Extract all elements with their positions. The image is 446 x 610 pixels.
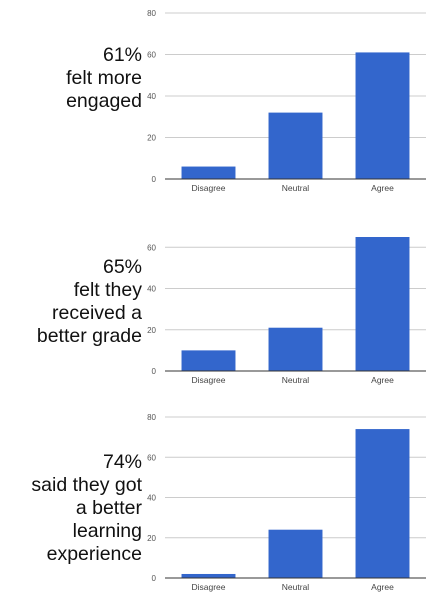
x-category-label: Disagree [191, 582, 225, 592]
bar-neutral [268, 327, 323, 371]
headline-text: 61% felt more engaged [0, 44, 142, 113]
y-tick-label: 20 [147, 534, 156, 543]
x-category-label: Disagree [191, 375, 225, 385]
headline-line: better grade [36, 325, 142, 347]
headline-line: felt they [73, 279, 142, 301]
y-tick-label: 40 [147, 285, 156, 294]
y-tick-label: 40 [147, 92, 156, 101]
x-category-label: Neutral [282, 375, 310, 385]
y-tick-label: 0 [152, 574, 157, 583]
chart-panel-engaged: 61% felt more engaged 0 20 40 60 80 Disagree N… [0, 0, 446, 200]
headline-line: a better [75, 497, 142, 519]
y-tick-label: 80 [147, 413, 156, 422]
x-category-label: Neutral [282, 582, 310, 592]
x-category-label: Disagree [191, 183, 225, 193]
bar-neutral [268, 529, 323, 578]
x-category-label: Agree [371, 183, 394, 193]
y-tick-label: 20 [147, 326, 156, 335]
headline-line: learning [72, 520, 142, 542]
headline-line: said they got [31, 474, 142, 496]
headline-text: 74% said they got a better learning expe… [0, 451, 142, 566]
headline-line: engaged [66, 90, 142, 112]
x-category-label: Agree [371, 375, 394, 385]
headline-line: received a [52, 302, 142, 324]
chart-panel-grade: 65% felt they received a better grade 0 2… [0, 200, 446, 400]
bar-chart-experience: 0 20 40 60 80 Disagree Neutral Agree [147, 413, 426, 592]
headline-text: 65% felt they received a better grade [0, 256, 142, 348]
headline-line: experience [46, 543, 142, 565]
chart-panel-experience: 74% said they got a better learning expe… [0, 400, 446, 610]
headline-line: 61% [102, 44, 142, 66]
bar-chart-grade: 0 20 40 60 Disagree Neutral Agree [147, 237, 426, 385]
bar-agree [355, 237, 410, 371]
x-category-label: Neutral [282, 183, 310, 193]
x-category-label: Agree [371, 582, 394, 592]
y-tick-label: 0 [152, 367, 157, 376]
bar-disagree [181, 166, 236, 179]
bar-disagree [181, 573, 236, 578]
y-tick-label: 20 [147, 134, 156, 143]
y-tick-label: 60 [147, 453, 156, 462]
y-tick-label: 80 [147, 9, 156, 18]
y-tick-label: 0 [152, 175, 157, 184]
bar-neutral [268, 112, 323, 179]
bar-agree [355, 52, 410, 179]
y-tick-label: 60 [147, 243, 156, 252]
headline-line: 74% [102, 451, 142, 473]
bar-disagree [181, 350, 236, 371]
y-tick-label: 60 [147, 51, 156, 60]
headline-line: 65% [102, 256, 142, 278]
y-tick-label: 40 [147, 494, 156, 503]
headline-line: felt more [66, 67, 142, 89]
bar-agree [355, 429, 410, 578]
bar-chart-engaged: 0 20 40 60 80 Disagree Neutral Agree [147, 9, 426, 193]
